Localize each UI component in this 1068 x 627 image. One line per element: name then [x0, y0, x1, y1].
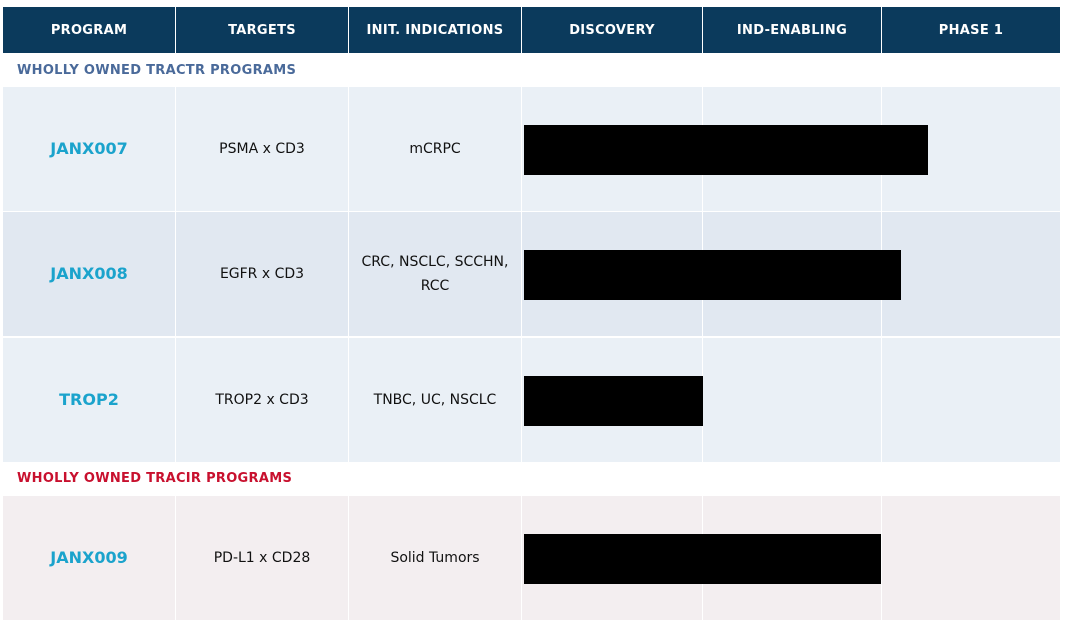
section-title: WHOLLY OWNED TRACTR PROGRAMS — [17, 63, 297, 78]
cell-bg — [176, 87, 348, 211]
column-header: TARGETS — [176, 7, 348, 53]
program-name: JANX009 — [50, 548, 128, 567]
cell-bg — [882, 212, 1060, 336]
program-name: JANX008 — [50, 264, 128, 283]
program-name: TROP2 — [59, 390, 119, 409]
indications-text: TNBC, UC, NSCLC — [373, 392, 497, 408]
targets: PD-L1 x CD28 — [213, 550, 311, 566]
progress-bar — [524, 534, 881, 584]
targets: TROP2 x CD3 — [215, 392, 309, 408]
indications-text: mCRPC — [409, 141, 461, 157]
bar-shape — [524, 534, 881, 584]
targets: EGFR x CD3 — [219, 266, 305, 282]
cell-bg — [349, 87, 521, 211]
indications-text: Solid Tumors — [390, 550, 480, 566]
cell-bg — [3, 212, 175, 336]
indications: Solid Tumors — [349, 496, 521, 620]
indications: mCRPC — [349, 87, 521, 211]
cell-bg — [349, 212, 521, 336]
cell-bg — [882, 496, 1060, 620]
column-header: PROGRAM — [3, 7, 175, 53]
cell-bg — [3, 338, 175, 462]
cell-bg — [349, 338, 521, 462]
section-title: WHOLLY OWNED TRACIR PROGRAMS — [17, 471, 293, 486]
indications-text: CRC, NSCLC, SCCHN, RCC — [361, 254, 509, 294]
targets: PSMA x CD3 — [219, 141, 305, 157]
program-name: JANX007 — [50, 139, 128, 158]
cell-bg — [349, 496, 521, 620]
cell-bg — [3, 87, 175, 211]
cell-bg — [176, 496, 348, 620]
cell-bg — [882, 338, 1060, 462]
indications: TNBC, UC, NSCLC — [349, 338, 521, 462]
progress-bar — [524, 250, 901, 300]
column-header: DISCOVERY — [522, 7, 702, 53]
cell-bg — [176, 212, 348, 336]
column-header: PHASE 1 — [882, 7, 1060, 53]
indications: CRC, NSCLC, SCCHN, RCC — [349, 212, 521, 336]
bar-shape — [524, 376, 703, 426]
column-header: INIT. INDICATIONS — [349, 7, 521, 53]
progress-bar — [524, 125, 928, 175]
cell-bg — [176, 338, 348, 462]
progress-bar — [524, 376, 703, 426]
cell-bg — [703, 338, 881, 462]
bar-shape — [524, 250, 901, 300]
column-header: IND-ENABLING — [703, 7, 881, 53]
bar-shape — [524, 125, 928, 175]
cell-bg — [3, 496, 175, 620]
